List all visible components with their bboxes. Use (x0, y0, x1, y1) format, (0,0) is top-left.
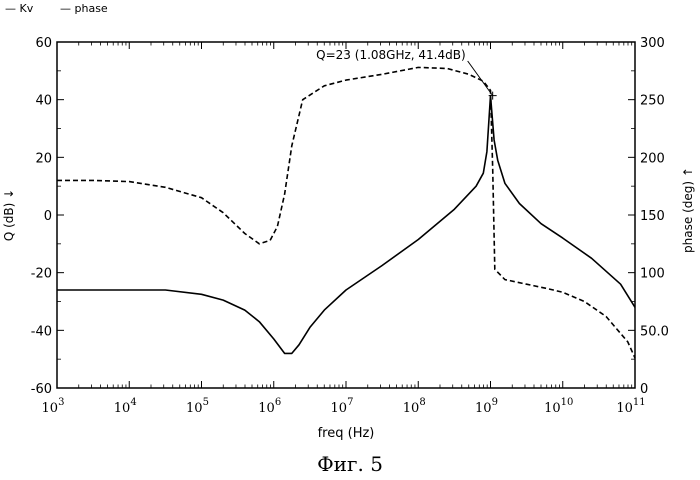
y2-tick-label: 150 (640, 209, 665, 224)
series-phase-line (57, 67, 635, 358)
y2-tick-label: 300 (640, 36, 665, 51)
y-tick-label: -60 (31, 382, 52, 397)
peak-annotation-leader (468, 61, 493, 96)
y2-tick-label: 200 (640, 151, 665, 166)
y2-axis-label: phase (deg) ↑ (681, 167, 695, 253)
y2-tick-label: 0 (640, 382, 648, 397)
y-tick-label: 0 (44, 209, 52, 224)
x-tick-label: 1010 (544, 397, 573, 416)
x-axis: 103 104 105 106 107 108 109 1010 1011 (42, 42, 646, 416)
peak-annotation-text: Q=23 (1.08GHz, 41.4dB) (316, 48, 465, 62)
y2-tick-label: 250 (640, 94, 665, 109)
x-axis-label: freq (Hz) (318, 426, 375, 441)
y-tick-label: -20 (31, 267, 52, 282)
series-kv-line (57, 96, 635, 354)
x-tick-label: 105 (186, 397, 209, 416)
y-tick-label: -40 (31, 324, 52, 339)
y-tick-label: 20 (35, 151, 52, 166)
y-axis-left: -60 -40 -20 0 20 40 60 (31, 36, 64, 397)
y-tick-label: 40 (35, 94, 52, 109)
frequency-response-chart: 103 104 105 106 107 108 109 1010 1011 -60 -40 -20 0… (0, 0, 700, 450)
y2-tick-label: 100 (640, 267, 665, 282)
x-tick-label: 104 (114, 397, 137, 416)
x-tick-label: 107 (331, 397, 354, 416)
y-tick-label: 60 (35, 36, 52, 51)
figure-caption: Фиг. 5 (0, 452, 700, 476)
y2-tick-label: 50.0 (640, 324, 669, 339)
x-tick-label: 103 (42, 397, 65, 416)
y-axis-right: 0 50.0 100 150 200 250 300 (628, 36, 669, 397)
peak-annotation: Q=23 (1.08GHz, 41.4dB) (316, 48, 496, 100)
x-tick-label: 108 (403, 397, 426, 416)
y-axis-label: Q (dB) ↓ (2, 189, 16, 241)
series-layer (57, 67, 635, 358)
plot-frame (57, 42, 635, 388)
x-tick-label: 1011 (616, 397, 645, 416)
x-tick-label: 109 (475, 397, 498, 416)
x-tick-label: 106 (258, 397, 281, 416)
